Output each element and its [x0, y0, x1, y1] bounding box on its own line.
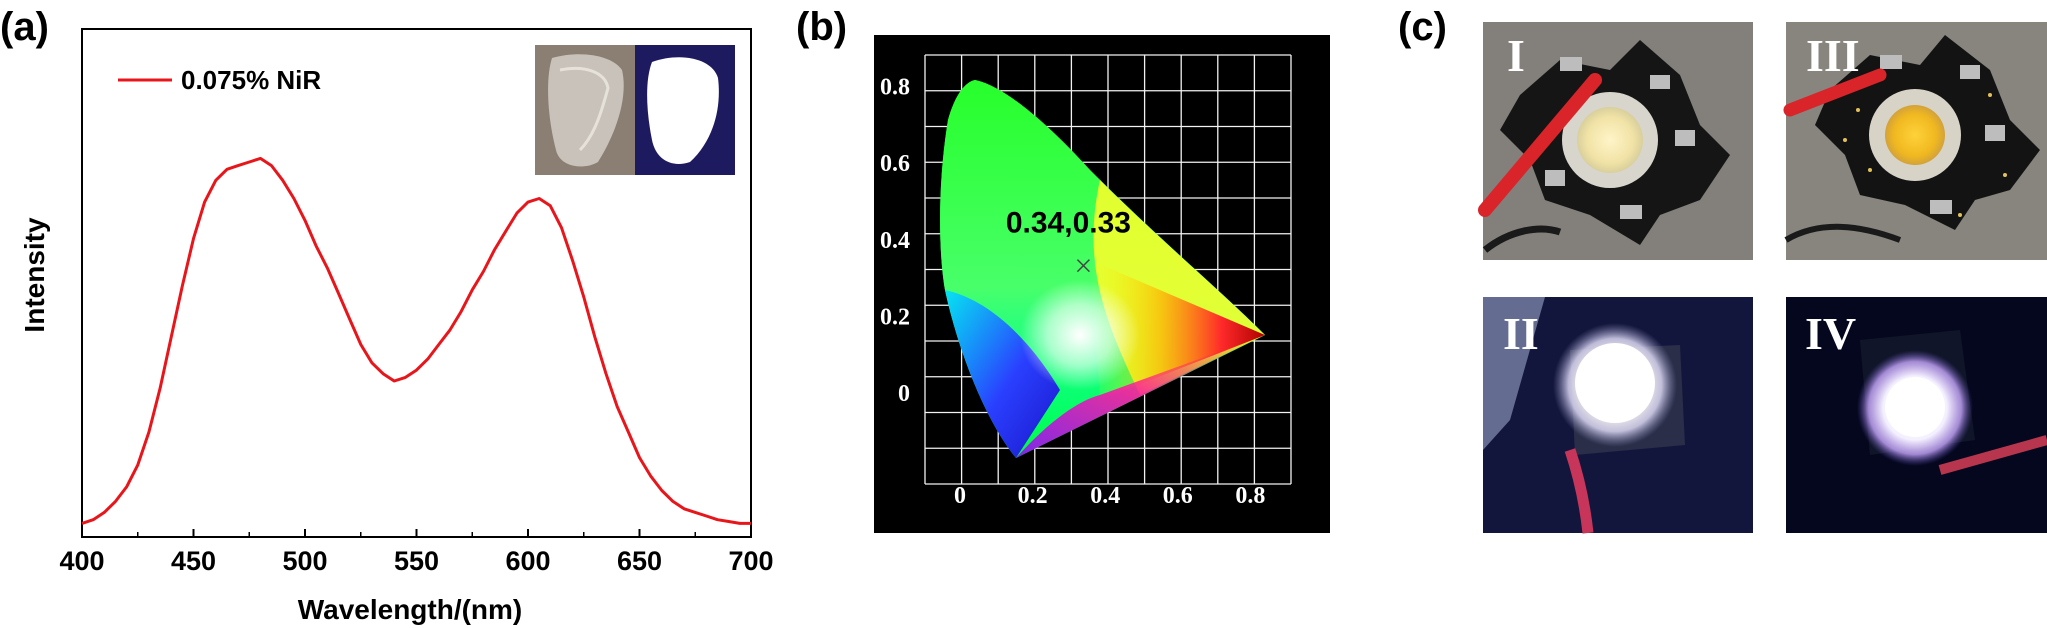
- photo-led-unlit-1: I: [1478, 22, 1753, 260]
- y-axis-title: Intensity: [19, 217, 50, 333]
- cie-x-tick-0.6: 0.6: [1163, 483, 1193, 509]
- photo-led-unlit-2: III: [1783, 22, 2047, 260]
- panel-c: (c) I: [1398, 5, 2047, 534]
- cie-y-tick-0.8: 0.8: [880, 75, 910, 101]
- cie-y-tick-0.4: 0.4: [880, 228, 910, 254]
- photo-led-lit-2: IV: [1786, 297, 2047, 533]
- x-tick-label-500: 500: [282, 546, 327, 576]
- photo-label-iii: III: [1806, 30, 1860, 81]
- cie-axes: 0 0.2 0.4 0.6 0.8 0 0.2 0.4 0.6 0.8: [880, 75, 1265, 509]
- panel-a: (a) 400 450 500 550 600 650 700 Wavelength/(nm…: [0, 5, 774, 625]
- cie-x-tick-0.4: 0.4: [1090, 483, 1120, 509]
- cie-y-tick-0: 0: [898, 381, 910, 407]
- photo-label-ii: II: [1503, 308, 1539, 359]
- x-tick-label-600: 600: [505, 546, 550, 576]
- cie-x-tick-0.2: 0.2: [1018, 483, 1048, 509]
- legend-label: 0.075% NiR: [181, 65, 321, 95]
- cie-y-tick-0.6: 0.6: [880, 151, 910, 177]
- panel-label-b: (b): [796, 5, 847, 49]
- cie-point: 0.34,0.33: [1006, 207, 1131, 273]
- cie-point-marker: [1076, 259, 1090, 273]
- photo-label-iv: IV: [1805, 308, 1856, 359]
- x-tick-label-700: 700: [728, 546, 773, 576]
- cie-coordinate-label: 0.34,0.33: [1006, 207, 1131, 240]
- x-axis-a: 400 450 500 550 600 650 700: [59, 529, 774, 576]
- cie-y-tick-0.2: 0.2: [880, 304, 910, 330]
- series-line-0-075-nir: [81, 156, 751, 525]
- legend-a: 0.075% NiR: [118, 65, 321, 95]
- x-tick-label-400: 400: [59, 546, 104, 576]
- cie-gamut: [940, 80, 1265, 458]
- cie-x-tick-0.8: 0.8: [1235, 483, 1265, 509]
- x-axis-title: Wavelength/(nm): [298, 594, 523, 625]
- x-tick-label-450: 450: [171, 546, 216, 576]
- x-tick-label-550: 550: [394, 546, 439, 576]
- panel-label-a: (a): [0, 5, 49, 49]
- panel-b: (b) 0 0.2 0.4 0.6 0.8 0 0.2 0.4 0.6 0.8 0.34,0.33: [796, 5, 1330, 533]
- photo-label-i: I: [1507, 30, 1525, 81]
- photo-led-lit-1: II: [1483, 297, 1753, 534]
- inset-photo-sample: [535, 45, 735, 175]
- cie-x-tick-0: 0: [954, 483, 966, 509]
- x-tick-label-650: 650: [617, 546, 662, 576]
- panel-label-c: (c): [1398, 5, 1447, 49]
